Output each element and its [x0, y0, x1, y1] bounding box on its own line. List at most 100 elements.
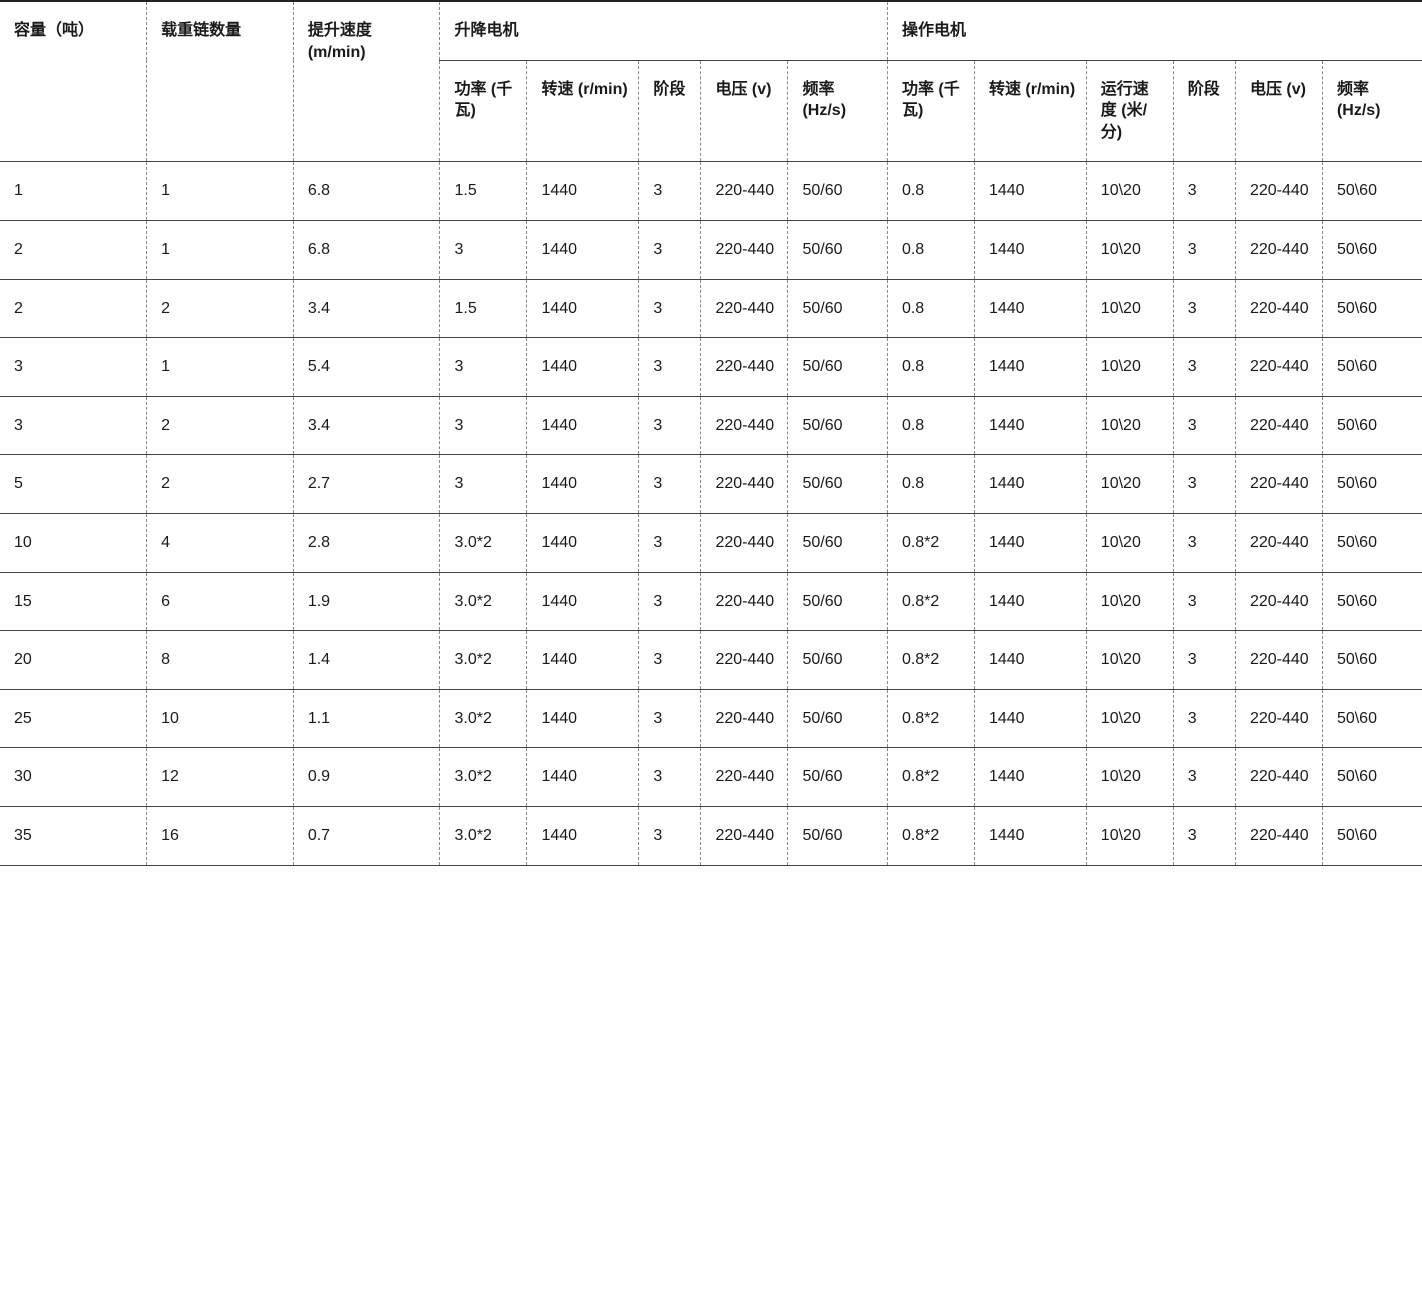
table-cell: 10\20 — [1086, 748, 1173, 807]
col-chain-count: 载重链数量 — [147, 1, 294, 162]
table-cell: 1440 — [974, 396, 1086, 455]
table-cell: 0.8 — [887, 396, 974, 455]
table-row: 1561.93.0*214403220-44050/600.8*2144010\… — [0, 572, 1422, 631]
col-lift-phase: 阶段 — [639, 60, 701, 162]
table-cell: 10\20 — [1086, 279, 1173, 338]
table-cell: 1440 — [527, 396, 639, 455]
col-lift-freq: 频率 (Hz/s) — [788, 60, 887, 162]
col-capacity: 容量（吨） — [0, 1, 147, 162]
table-cell: 3 — [1173, 455, 1235, 514]
table-cell: 3 — [1173, 396, 1235, 455]
table-cell: 220-440 — [701, 748, 788, 807]
table-cell: 3 — [440, 396, 527, 455]
table-cell: 2 — [0, 279, 147, 338]
table-cell: 50\60 — [1322, 572, 1422, 631]
table-cell: 2.8 — [293, 513, 440, 572]
table-cell: 2 — [0, 220, 147, 279]
table-cell: 1.9 — [293, 572, 440, 631]
table-cell: 50/60 — [788, 513, 887, 572]
table-cell: 10 — [147, 689, 294, 748]
table-cell: 1 — [0, 162, 147, 221]
table-row: 30120.93.0*214403220-44050/600.8*2144010… — [0, 748, 1422, 807]
col-lift-voltage: 电压 (v) — [701, 60, 788, 162]
table-cell: 0.8 — [887, 279, 974, 338]
table-row: 216.8314403220-44050/600.8144010\203220-… — [0, 220, 1422, 279]
table-cell: 50\60 — [1322, 455, 1422, 514]
table-cell: 0.8*2 — [887, 572, 974, 631]
table-cell: 10 — [0, 513, 147, 572]
table-cell: 220-440 — [1235, 220, 1322, 279]
table-cell: 3 — [1173, 513, 1235, 572]
table-body: 116.81.514403220-44050/600.8144010\20322… — [0, 162, 1422, 865]
table-cell: 3.0*2 — [440, 689, 527, 748]
table-cell: 8 — [147, 631, 294, 690]
table-cell: 3.0*2 — [440, 631, 527, 690]
table-cell: 2.7 — [293, 455, 440, 514]
table-cell: 0.7 — [293, 806, 440, 865]
table-cell: 1.1 — [293, 689, 440, 748]
table-cell: 220-440 — [1235, 631, 1322, 690]
table-cell: 220-440 — [1235, 806, 1322, 865]
table-cell: 50\60 — [1322, 396, 1422, 455]
table-cell: 220-440 — [1235, 396, 1322, 455]
table-cell: 3 — [639, 631, 701, 690]
table-cell: 3 — [639, 455, 701, 514]
table-cell: 1.5 — [440, 162, 527, 221]
table-cell: 0.8 — [887, 162, 974, 221]
table-cell: 0.8 — [887, 338, 974, 397]
table-cell: 10\20 — [1086, 396, 1173, 455]
table-cell: 1440 — [527, 806, 639, 865]
table-row: 116.81.514403220-44050/600.8144010\20322… — [0, 162, 1422, 221]
table-cell: 0.8*2 — [887, 748, 974, 807]
table-cell: 3 — [1173, 748, 1235, 807]
table-header-row-1: 容量（吨） 载重链数量 提升速度 (m/min) 升降电机 操作电机 — [0, 1, 1422, 60]
table-cell: 1440 — [527, 338, 639, 397]
table-head: 容量（吨） 载重链数量 提升速度 (m/min) 升降电机 操作电机 功率 (千… — [0, 1, 1422, 162]
table-cell: 10\20 — [1086, 455, 1173, 514]
table-cell: 1 — [147, 338, 294, 397]
table-cell: 50/60 — [788, 806, 887, 865]
table-cell: 220-440 — [701, 338, 788, 397]
table-cell: 3 — [1173, 631, 1235, 690]
table-cell: 50\60 — [1322, 338, 1422, 397]
table-cell: 220-440 — [701, 689, 788, 748]
table-cell: 220-440 — [1235, 748, 1322, 807]
table-cell: 0.8*2 — [887, 806, 974, 865]
table-cell: 50/60 — [788, 279, 887, 338]
table-cell: 3 — [639, 572, 701, 631]
table-cell: 3 — [639, 806, 701, 865]
table-cell: 50/60 — [788, 455, 887, 514]
table-cell: 220-440 — [701, 220, 788, 279]
table-cell: 3 — [1173, 689, 1235, 748]
table-cell: 30 — [0, 748, 147, 807]
table-cell: 1440 — [974, 338, 1086, 397]
table-cell: 220-440 — [701, 455, 788, 514]
table-cell: 6 — [147, 572, 294, 631]
table-cell: 2 — [147, 279, 294, 338]
table-cell: 220-440 — [701, 631, 788, 690]
table-cell: 220-440 — [1235, 572, 1322, 631]
table-cell: 50/60 — [788, 396, 887, 455]
table-cell: 6.8 — [293, 220, 440, 279]
table-cell: 10\20 — [1086, 220, 1173, 279]
table-cell: 2 — [147, 396, 294, 455]
table-cell: 220-440 — [701, 806, 788, 865]
table-cell: 50\60 — [1322, 279, 1422, 338]
table-cell: 10\20 — [1086, 338, 1173, 397]
table-row: 2081.43.0*214403220-44050/600.8*2144010\… — [0, 631, 1422, 690]
table-cell: 3 — [440, 220, 527, 279]
table-cell: 50\60 — [1322, 220, 1422, 279]
table-cell: 25 — [0, 689, 147, 748]
table-cell: 0.8 — [887, 220, 974, 279]
table-cell: 0.8*2 — [887, 689, 974, 748]
table-cell: 220-440 — [1235, 455, 1322, 514]
table-cell: 6.8 — [293, 162, 440, 221]
table-cell: 10\20 — [1086, 572, 1173, 631]
table-cell: 220-440 — [1235, 162, 1322, 221]
table-cell: 1.4 — [293, 631, 440, 690]
table-cell: 3 — [1173, 279, 1235, 338]
table-cell: 10\20 — [1086, 513, 1173, 572]
table-cell: 50\60 — [1322, 689, 1422, 748]
col-lift-power: 功率 (千瓦) — [440, 60, 527, 162]
col-group-lift-motor: 升降电机 — [440, 1, 887, 60]
